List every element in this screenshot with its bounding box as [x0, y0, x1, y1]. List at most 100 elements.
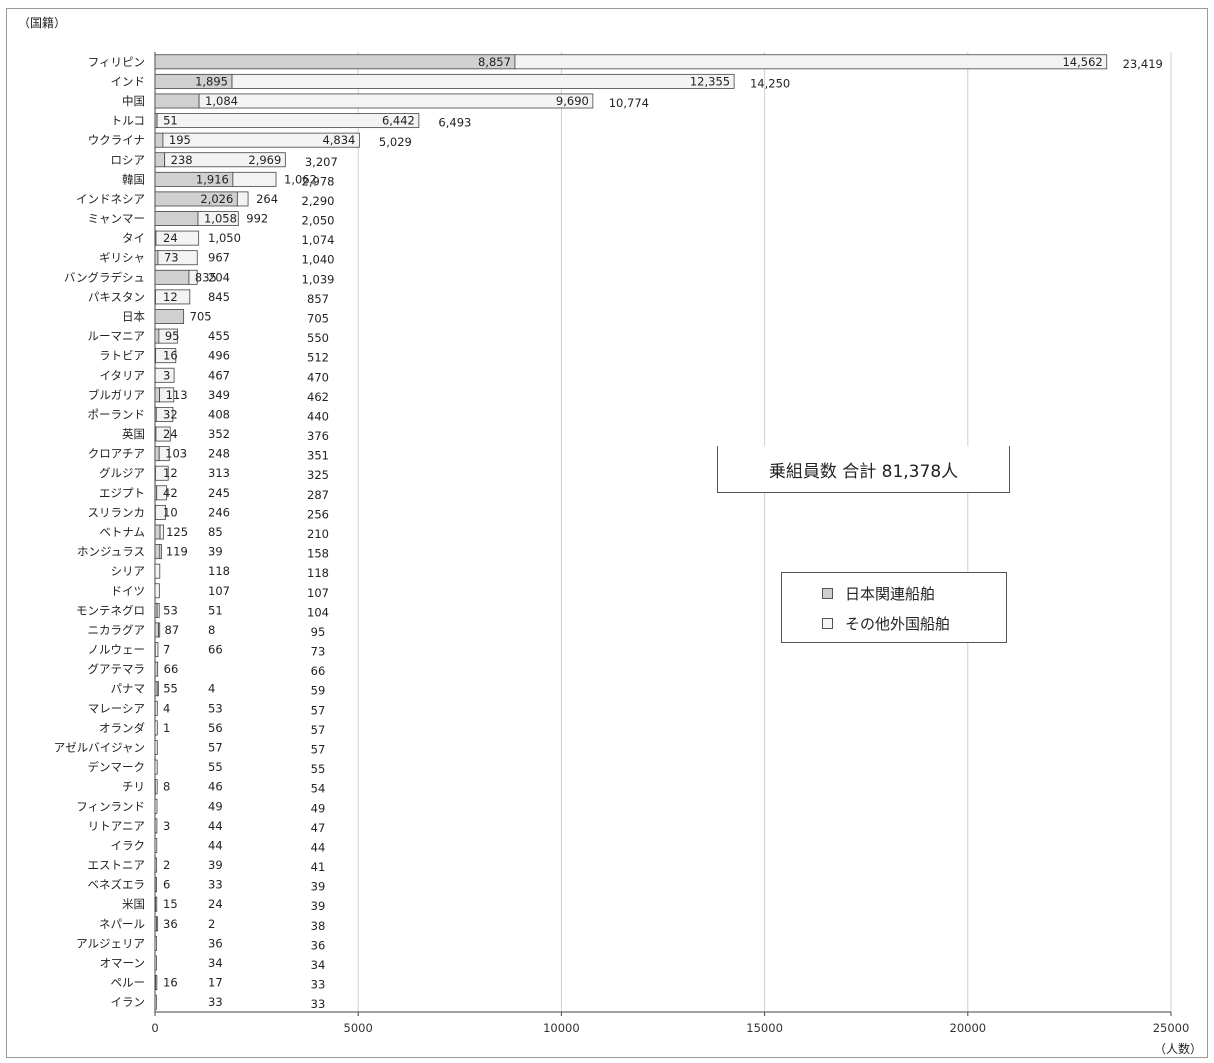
category-label: ウクライナ [88, 133, 145, 147]
category-label: フィンランド [76, 799, 145, 813]
bar-other [158, 446, 170, 462]
category-label: バングラデシュ [64, 270, 145, 284]
data-label-japan: 835 [195, 270, 217, 284]
category-label: インド [111, 74, 146, 88]
category-label: オマーン [100, 956, 145, 970]
category-label: ニカラグア [88, 623, 146, 637]
data-label-other: 1,062 [284, 172, 317, 186]
bar-other [157, 250, 198, 266]
data-label-total: 118 [307, 566, 329, 580]
data-label-total: 104 [307, 605, 329, 619]
bar-other [154, 994, 157, 1010]
data-label-japan: 1,895 [195, 74, 228, 88]
category-label: オランダ [99, 721, 145, 735]
bar-japan [154, 250, 159, 266]
category-label: デンマーク [88, 760, 146, 774]
category-label: ブルガリア [88, 388, 145, 402]
bar-japan [154, 93, 200, 109]
category-label: ラトビア [99, 349, 145, 363]
category-label: ノルウェー [88, 643, 146, 657]
bar-other [155, 406, 174, 422]
bar-other [156, 113, 420, 129]
data-label-other: 204 [208, 270, 230, 284]
data-label-total: 325 [307, 468, 329, 482]
bar-other [159, 524, 164, 540]
legend-label-japan: 日本関連船舶 [845, 585, 936, 603]
data-label-total: 33 [311, 978, 326, 992]
category-label: イラン [111, 995, 146, 1009]
data-label-total: 376 [307, 429, 329, 443]
legend-swatch-other [822, 618, 833, 629]
category-label: ミャンマー [88, 212, 146, 226]
x-axis-title: （人数） [1153, 1042, 1202, 1056]
legend: 日本関連船舶 その他外国船舶 [781, 572, 1007, 643]
data-label-total: 512 [307, 351, 329, 365]
bar-other [154, 857, 158, 873]
data-label-other: 349 [208, 388, 230, 402]
bar-other [154, 642, 159, 658]
total-annotation: 乗組員数 合計 81,378人 [717, 446, 1010, 493]
category-label: ドイツ [111, 584, 146, 598]
data-label-total: 57 [311, 723, 326, 737]
category-label: ポーランド [88, 407, 146, 421]
data-label-total: 39 [311, 880, 326, 894]
data-label-total: 462 [307, 390, 329, 404]
bar-other [154, 583, 160, 599]
data-label-japan: 103 [165, 447, 187, 461]
bar-other [156, 916, 159, 932]
data-label-other: 85 [208, 525, 223, 539]
data-label-japan: 2 [163, 858, 170, 872]
data-label-other: 39 [208, 545, 223, 559]
data-label-other: 967 [208, 251, 230, 265]
data-label-other: 4 [208, 682, 215, 696]
legend-swatch-japan [822, 588, 833, 599]
data-label-total: 6,493 [438, 116, 471, 130]
bar-other [159, 544, 162, 560]
bar-other [154, 740, 158, 755]
data-label-total: 210 [307, 527, 329, 541]
data-label-other: 313 [208, 466, 230, 480]
data-label-total: 38 [311, 919, 326, 933]
category-label: 米国 [122, 897, 145, 911]
bar-japan [154, 446, 160, 462]
category-label: ベトナム [99, 525, 145, 539]
category-label: ロシア [111, 153, 146, 167]
bar-japan [154, 622, 159, 638]
data-label-total: 2,978 [302, 174, 335, 188]
data-label-japan: 705 [190, 309, 212, 323]
category-label: フィリピン [88, 55, 145, 69]
data-label-total: 73 [311, 645, 326, 659]
category-label: シリア [111, 564, 146, 578]
data-label-other: 246 [208, 505, 230, 519]
category-label: スリランカ [88, 505, 146, 519]
data-label-other: 51 [208, 603, 223, 617]
data-label-other: 467 [208, 368, 230, 382]
x-tick-label: 0 [151, 1021, 158, 1035]
data-label-total: 59 [311, 684, 326, 698]
data-label-total: 44 [311, 840, 326, 854]
data-label-total: 23,419 [1123, 57, 1163, 71]
category-label: チリ [122, 780, 145, 794]
data-label-japan: 3 [163, 819, 170, 833]
data-label-total: 57 [311, 703, 326, 717]
bar-other [164, 152, 286, 168]
data-label-japan: 6 [163, 878, 170, 892]
bar-other [154, 955, 157, 971]
data-label-other: 33 [208, 995, 223, 1009]
category-label: グルジア [99, 466, 145, 480]
bar-other [155, 426, 171, 442]
category-label: モンテネグロ [76, 603, 145, 617]
data-label-other: 248 [208, 447, 230, 461]
category-label: ルーマニア [88, 329, 146, 343]
category-label: ネパール [99, 917, 145, 931]
bar-other [156, 485, 168, 501]
category-label: リトアニア [88, 819, 145, 833]
category-label: グアテマラ [88, 662, 146, 676]
x-tick-label: 20000 [950, 1021, 987, 1035]
data-label-total: 1,040 [302, 253, 335, 267]
data-label-other: 17 [208, 976, 223, 990]
data-label-total: 55 [311, 762, 326, 776]
data-label-japan: 87 [165, 623, 180, 637]
bar-japan [154, 269, 190, 285]
data-label-other: 39 [208, 858, 223, 872]
